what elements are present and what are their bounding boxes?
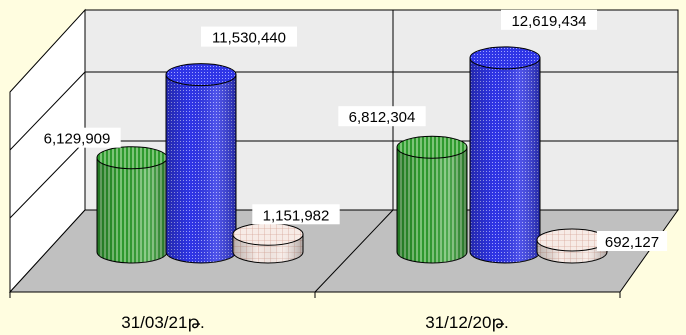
data-label-s0-c1: 6,812,304 bbox=[338, 106, 426, 127]
data-labels: 6,129,909 6,812,304 11,530,440 12,619,434 1,… bbox=[33, 9, 668, 251]
bar-s1-c1 bbox=[469, 46, 541, 264]
bar-top bbox=[232, 222, 304, 246]
bar-shade bbox=[470, 57, 540, 264]
x-axis bbox=[9, 291, 621, 298]
gridline-side-1 bbox=[9, 71, 86, 151]
bars bbox=[96, 46, 608, 264]
x-tick-label-1: 31/12/20թ. bbox=[425, 313, 508, 332]
data-label-box bbox=[252, 204, 340, 225]
data-label-s1-c1: 12,619,434 bbox=[501, 9, 597, 30]
data-label-box bbox=[33, 127, 121, 148]
gridline-side-2 bbox=[9, 140, 86, 219]
data-label-box bbox=[596, 231, 668, 251]
bar-s2-c0 bbox=[232, 222, 304, 264]
bar-s1-c0 bbox=[165, 63, 237, 264]
data-label-text: 6,812,304 bbox=[349, 109, 416, 126]
bar-s0-c0 bbox=[96, 146, 168, 264]
x-tick-labels: 31/03/21թ. 31/12/20թ. bbox=[121, 313, 508, 332]
bar-top bbox=[536, 228, 608, 252]
bar-s0-c1 bbox=[396, 135, 468, 264]
data-label-box bbox=[501, 9, 597, 30]
data-label-s0-c0: 6,129,909 bbox=[33, 127, 121, 148]
floor-divider bbox=[314, 209, 394, 293]
bar-top bbox=[396, 135, 468, 159]
data-label-box bbox=[338, 106, 426, 127]
x-tick-label-0: 31/03/21թ. bbox=[121, 313, 204, 332]
bar-top bbox=[469, 46, 541, 70]
data-label-s1-c0: 11,530,440 bbox=[201, 26, 297, 47]
data-label-box bbox=[201, 26, 297, 47]
data-label-text: 11,530,440 bbox=[212, 30, 286, 47]
bar-top bbox=[96, 146, 168, 170]
data-label-text: 1,151,982 bbox=[263, 207, 330, 224]
bar-shade bbox=[166, 74, 236, 263]
bar-shade bbox=[397, 147, 467, 263]
bar-s2-c1 bbox=[536, 228, 608, 264]
data-label-s2-c0: 1,151,982 bbox=[252, 204, 340, 225]
data-label-text: 6,129,909 bbox=[44, 131, 111, 148]
bar-shade bbox=[97, 157, 167, 263]
bar-top bbox=[165, 63, 237, 87]
data-label-text: 12,619,434 bbox=[511, 13, 586, 30]
data-label-text: 692,127 bbox=[605, 234, 659, 251]
data-label-s2-c1: 692,127 bbox=[596, 231, 668, 251]
